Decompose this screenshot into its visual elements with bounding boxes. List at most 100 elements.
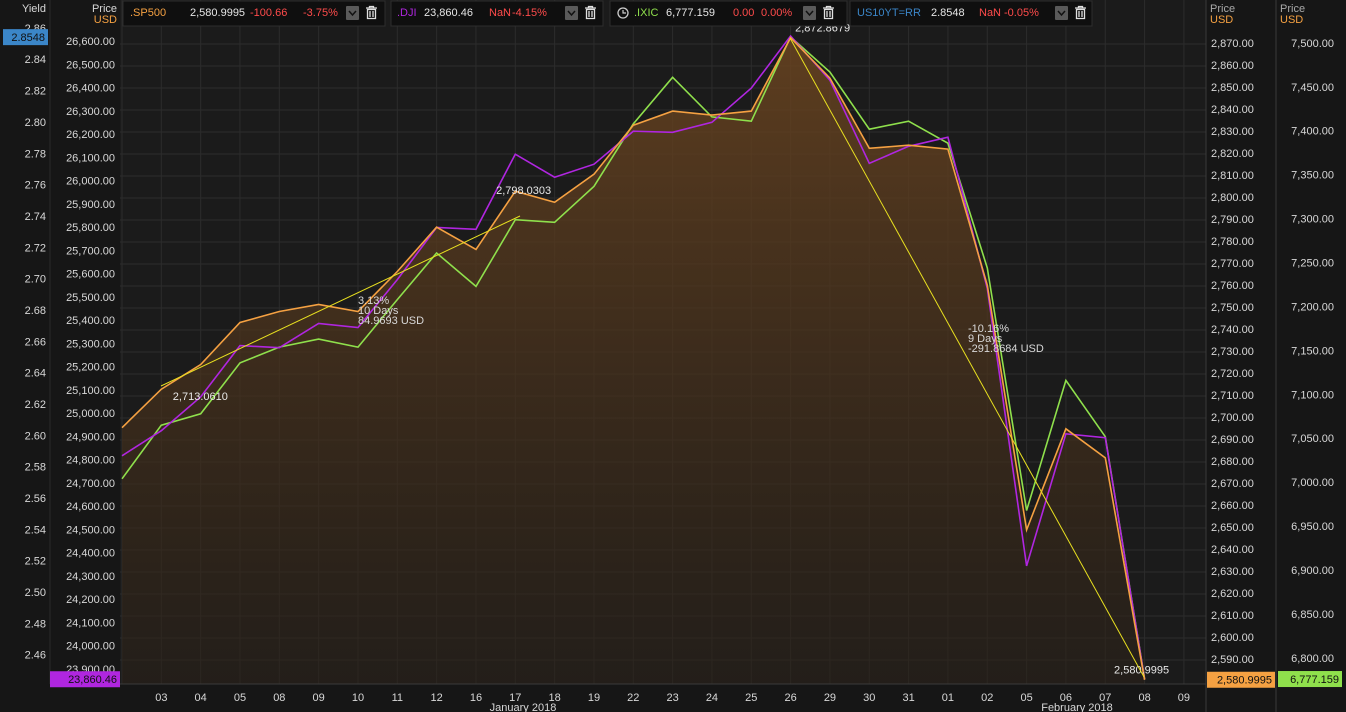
y-tick-label: 25,900.00 [66,199,115,211]
y-tick-label: 2,860.00 [1211,60,1254,72]
y-tick-label: 2.84 [25,54,46,66]
axis-title: Yield [22,3,46,15]
dropdown-button[interactable] [565,6,578,20]
y-tick-label: 2.66 [25,336,46,348]
value-label: 2,713.0610 [173,391,228,403]
y-tick-label: 2.52 [25,556,46,568]
annotation-text: -291.8684 USD [968,343,1044,355]
y-tick-label: 2,770.00 [1211,258,1254,270]
annotation: 3.13% 10 Days 84.9693 USD [358,295,424,327]
y-tick-label: 25,700.00 [66,245,115,257]
last-value-label: 2,580.9995 [1217,675,1272,687]
y-tick-label: 2,610.00 [1211,610,1254,622]
x-tick-label: 09 [313,692,325,704]
last-value-label: 23,860.46 [68,674,117,686]
y-tick-label: 26,500.00 [66,59,115,71]
y-tick-label: 2.76 [25,180,46,192]
y-tick-label: 2,700.00 [1211,412,1254,424]
legend-change: NaN [979,7,1001,19]
y-tick-label: 7,200.00 [1291,301,1334,313]
dropdown-arrow [567,10,576,17]
y-tick-label: 25,800.00 [66,222,115,234]
annotation-text: -10.16% [968,323,1009,335]
legend-item[interactable]: .IXIC 6,777.159 0.00 0.00% [609,0,848,27]
delete-button[interactable] [366,5,377,20]
x-tick-label: 18 [549,692,561,704]
y-tick-label: 2,760.00 [1211,280,1254,292]
clock-icon [622,10,626,14]
y-tick-label: 25,500.00 [66,292,115,304]
annotation-text: 10 Days [358,305,399,317]
y-tick-label: 6,950.00 [1291,521,1334,533]
last-value-tag [3,29,48,46]
y-tick-label: 2,620.00 [1211,588,1254,600]
y-tick-label: 2,730.00 [1211,346,1254,358]
legend-change: NaN [489,7,511,19]
legend-last: 2,580.9995 [190,7,245,19]
legend-item[interactable]: .DJI 23,860.46 NaN -4.15% [390,0,604,27]
y-tick-label: 2,640.00 [1211,544,1254,556]
x-tick-label: 01 [942,692,954,704]
y-tick-label: 7,350.00 [1291,170,1334,182]
trend-line [789,37,1145,678]
y-tick-label: 6,900.00 [1291,565,1334,577]
x-tick-label: 04 [195,692,207,704]
legend-change-pct: -3.75% [303,7,338,19]
y-tick-label: 7,050.00 [1291,433,1334,445]
x-tick-label: 17 [509,692,521,704]
y-tick-label: 2,850.00 [1211,82,1254,94]
y-tick-label: 2.64 [25,368,46,380]
delete-button[interactable] [1075,5,1086,20]
annotation-text: 3.13% [358,295,389,307]
x-tick-label: 19 [588,692,600,704]
x-tick-label: 29 [824,692,836,704]
dropdown-button[interactable] [803,6,816,20]
y-tick-label: 2,680.00 [1211,456,1254,468]
y-tick-label: 7,250.00 [1291,257,1334,269]
series-area [122,37,1145,684]
legend-box [122,0,386,27]
y-tick-label: 24,500.00 [66,524,115,536]
y-tick-label: 24,200.00 [66,594,115,606]
y-tick-label: 25,600.00 [66,269,115,281]
y-tick-label: 24,900.00 [66,431,115,443]
axis-unit: USD [1210,14,1233,26]
last-value-tag [1278,671,1342,688]
y-tick-label: 2,750.00 [1211,302,1254,314]
dropdown-arrow [348,10,357,17]
y-tick-label: 7,300.00 [1291,214,1334,226]
dropdown-arrow [805,10,814,17]
y-tick-label: 2,820.00 [1211,148,1254,160]
dropdown-button[interactable] [346,6,359,20]
y-tick-label: 7,450.00 [1291,82,1334,94]
legend-item[interactable]: .SP500 2,580.9995 -100.66 -3.75% [122,0,386,27]
x-tick-label: 22 [627,692,639,704]
x-tick-label: 08 [1138,692,1150,704]
y-tick-label: 25,200.00 [66,362,115,374]
y-tick-label: 25,000.00 [66,408,115,420]
y-tick-label: 2,710.00 [1211,390,1254,402]
y-tick-label: 2,650.00 [1211,522,1254,534]
y-tick-label: 2,840.00 [1211,104,1254,116]
dropdown-button[interactable] [1055,6,1068,20]
legend-change: -100.66 [250,7,287,19]
y-tick-label: 2,790.00 [1211,214,1254,226]
x-tick-label: 12 [431,692,443,704]
delete-button[interactable] [585,5,596,20]
y-tick-label: 26,600.00 [66,36,115,48]
y-tick-label: 2,720.00 [1211,368,1254,380]
x-tick-label: 05 [234,692,246,704]
y-tick-label: 2.68 [25,305,46,317]
axis-title: Price [92,3,117,15]
delete-button[interactable] [823,5,834,20]
y-tick-label: 2.56 [25,493,46,505]
y-tick-label: 2,660.00 [1211,500,1254,512]
legend-item[interactable]: US10YT=RR 2.8548 NaN -0.05% [849,0,1093,27]
x-group-label: February 2018 [1041,702,1113,712]
y-tick-label: 2.54 [25,524,46,536]
y-tick-label: 7,400.00 [1291,126,1334,138]
y-tick-label: 2.80 [25,117,46,129]
axis-title: Price [1280,3,1305,15]
annotation-text: 84.9693 USD [358,315,424,327]
